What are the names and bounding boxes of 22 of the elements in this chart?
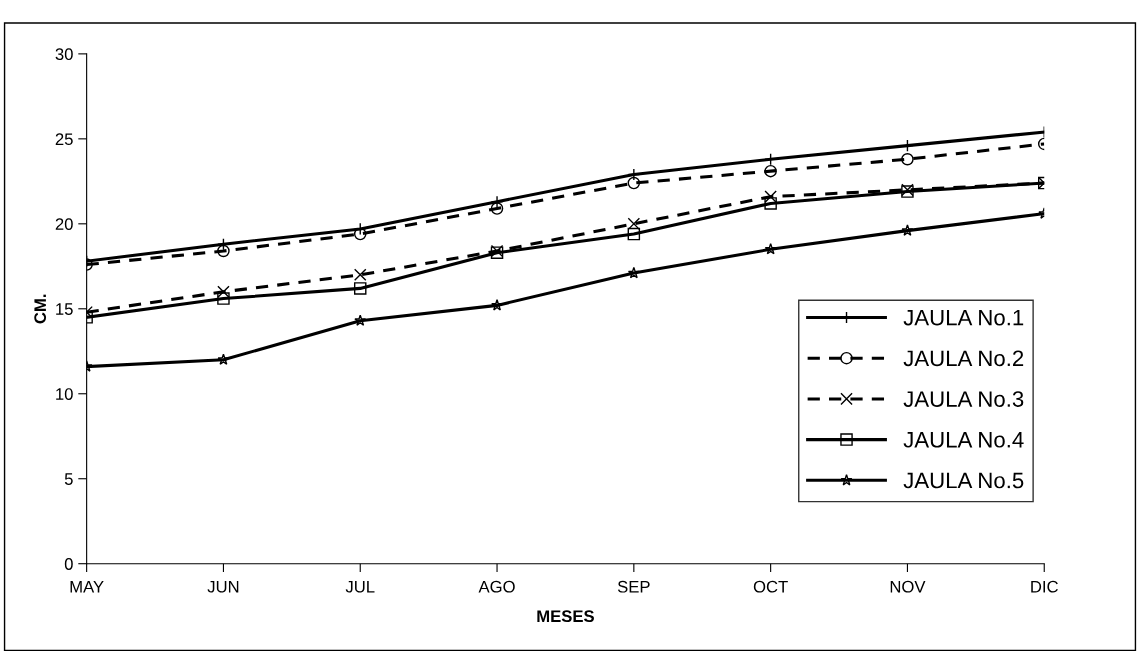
y-tick-label: 20: [55, 218, 73, 231]
x-tick-label: SEP: [617, 580, 650, 593]
x-tick-label: JUL: [345, 580, 375, 593]
legend-label: JAULA No.5: [903, 472, 1024, 489]
y-tick-label: 5: [64, 473, 73, 485]
legend-label: JAULA No.4: [903, 432, 1024, 448]
y-tick-label: 30: [55, 48, 73, 61]
y-axis-title: CM.: [34, 294, 47, 324]
x-tick-label: DIC: [1031, 580, 1058, 593]
legend-label: JAULA No.2: [903, 350, 1024, 367]
y-tick-label: 15: [56, 303, 73, 315]
y-tick-label: 25: [55, 133, 73, 146]
x-axis-title: MESES: [537, 610, 594, 623]
y-tick-label: 0: [64, 558, 73, 570]
x-tick-label: NOV: [890, 580, 926, 593]
x-tick-label: OCT: [753, 580, 788, 593]
x-tick-label: AGO: [478, 580, 515, 593]
y-tick-label: 10: [56, 388, 73, 400]
legend-label: JAULA No.3: [903, 391, 1024, 407]
x-tick-label: MAY: [70, 580, 104, 593]
x-tick-label: JUN: [207, 580, 239, 593]
legend-label: JAULA No.1: [903, 309, 1024, 326]
